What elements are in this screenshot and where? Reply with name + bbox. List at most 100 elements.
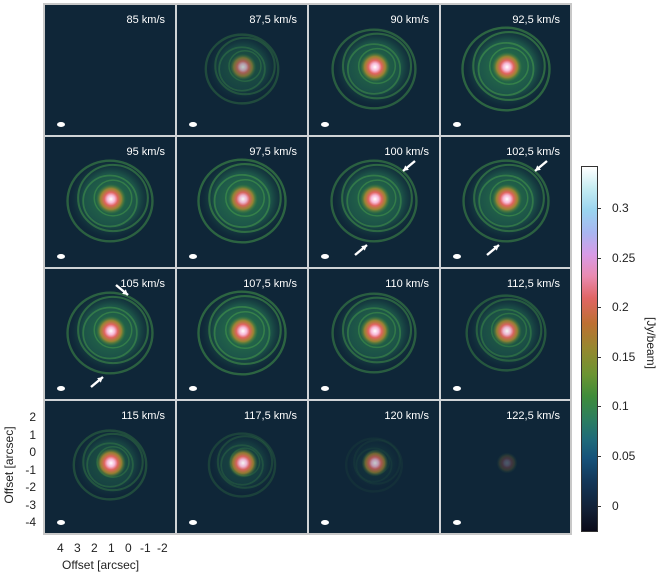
- channel-image: [309, 5, 439, 135]
- velocity-label: 105 km/s: [120, 278, 165, 290]
- velocity-label: 112,5 km/s: [507, 278, 560, 290]
- beam-ellipse: [453, 386, 461, 391]
- y-axis-label: Offset [arcsec]: [2, 426, 16, 504]
- channel-panel: 90 km/s: [309, 5, 441, 137]
- y-tick-label: 0: [29, 445, 36, 459]
- colorbar-tick-label: 0.2: [612, 300, 629, 314]
- channel-image: [441, 137, 570, 267]
- channel-panel: 92,5 km/s: [441, 5, 570, 137]
- velocity-label: 110 km/s: [385, 278, 429, 290]
- beam-ellipse: [189, 520, 197, 525]
- channel-map-grid: 85 km/s 87,5 km/s: [43, 3, 572, 535]
- channel-panel: 115 km/s: [45, 401, 177, 533]
- velocity-label: 102,5 km/s: [506, 146, 560, 158]
- colorbar-tick-mark: [597, 456, 601, 457]
- colorbar-tick-label: 0.15: [612, 350, 636, 364]
- velocity-label: 97,5 km/s: [249, 146, 297, 158]
- channel-image: [45, 5, 175, 135]
- channel-image: [177, 269, 307, 399]
- colorbar-tick-label: 0.05: [612, 449, 636, 463]
- channel-image: [177, 137, 307, 267]
- channel-image: [177, 401, 307, 533]
- velocity-label: 120 km/s: [384, 410, 429, 422]
- colorbar-tick-mark: [597, 307, 601, 308]
- colorbar-tick-label: 0: [612, 499, 619, 513]
- x-tick-label: -1: [140, 541, 151, 555]
- channel-panel: 100 km/s: [309, 137, 441, 269]
- colorbar-tick-mark: [597, 506, 601, 507]
- y-tick-label: -3: [25, 497, 36, 512]
- beam-ellipse: [321, 386, 329, 391]
- beam-ellipse: [453, 520, 461, 525]
- x-tick-label: 2: [91, 541, 98, 555]
- colorbar: [581, 166, 598, 532]
- channel-panel: 87,5 km/s: [177, 5, 309, 137]
- channel-panel: 107,5 km/s: [177, 269, 309, 401]
- y-tick-label: -4: [25, 515, 36, 529]
- colorbar-tick-label: 0.1: [612, 399, 629, 413]
- channel-panel: 97,5 km/s: [177, 137, 309, 269]
- beam-ellipse: [189, 386, 197, 391]
- colorbar-label: [Jy/beam]: [644, 316, 658, 370]
- beam-ellipse: [57, 254, 65, 259]
- beam-ellipse: [321, 122, 329, 127]
- channel-panel: 110 km/s: [309, 269, 441, 401]
- channel-panel: 120 km/s: [309, 401, 441, 533]
- velocity-label: 100 km/s: [384, 146, 429, 158]
- beam-ellipse: [321, 254, 329, 259]
- channel-image: [441, 401, 570, 533]
- y-tick-label: 1: [29, 427, 36, 442]
- x-tick-label: 0: [125, 541, 132, 555]
- channel-panel: 112,5 km/s: [441, 269, 570, 401]
- channel-panel: 105 km/s: [45, 269, 177, 401]
- beam-ellipse: [321, 520, 329, 525]
- colorbar-tick-mark: [597, 258, 601, 259]
- beam-ellipse: [57, 386, 65, 391]
- channel-panel: 117,5 km/s: [177, 401, 309, 533]
- arrow-icon: [534, 160, 548, 172]
- colorbar-tick-mark: [597, 208, 601, 209]
- velocity-label: 95 km/s: [126, 146, 165, 158]
- channel-image: [45, 401, 175, 533]
- beam-ellipse: [453, 122, 461, 127]
- y-tick-label: -2: [25, 480, 36, 494]
- beam-ellipse: [57, 520, 65, 525]
- channel-image: [309, 137, 439, 267]
- x-tick-label: 1: [108, 541, 115, 555]
- x-axis-label: Offset [arcsec]: [62, 558, 140, 572]
- beam-ellipse: [189, 254, 197, 259]
- y-tick-label: -1: [25, 462, 36, 477]
- velocity-label: 85 km/s: [126, 14, 165, 26]
- channel-panel: 122,5 km/s: [441, 401, 570, 533]
- arrow-icon: [115, 284, 129, 296]
- x-tick-label: -2: [157, 541, 168, 555]
- channel-image: [45, 137, 175, 267]
- channel-image: [441, 269, 570, 399]
- channel-panel: 85 km/s: [45, 5, 177, 137]
- velocity-label: 107,5 km/s: [243, 278, 297, 290]
- beam-ellipse: [57, 122, 65, 127]
- channel-image: [45, 269, 175, 399]
- beam-ellipse: [453, 254, 461, 259]
- velocity-label: 92,5 km/s: [512, 14, 560, 26]
- channel-image: [309, 269, 439, 399]
- arrow-icon: [90, 376, 104, 388]
- velocity-label: 122,5 km/s: [506, 410, 560, 422]
- beam-ellipse: [189, 122, 197, 127]
- x-tick-label: 3: [74, 541, 81, 555]
- colorbar-tick-label: 0.25: [612, 251, 636, 265]
- velocity-label: 115 km/s: [121, 410, 165, 422]
- channel-image: [441, 5, 570, 135]
- channel-image: [309, 401, 439, 533]
- colorbar-tick-label: 0.3: [612, 201, 629, 215]
- channel-panel: 95 km/s: [45, 137, 177, 269]
- y-tick-label: 2: [29, 410, 36, 424]
- x-tick-label: 4: [57, 541, 64, 555]
- velocity-label: 90 km/s: [390, 14, 429, 26]
- channel-panel: 102,5 km/s: [441, 137, 570, 269]
- velocity-label: 87,5 km/s: [249, 14, 297, 26]
- arrow-icon: [486, 244, 500, 256]
- colorbar-tick-mark: [597, 357, 601, 358]
- channel-image: [177, 5, 307, 135]
- colorbar-tick-mark: [597, 406, 601, 407]
